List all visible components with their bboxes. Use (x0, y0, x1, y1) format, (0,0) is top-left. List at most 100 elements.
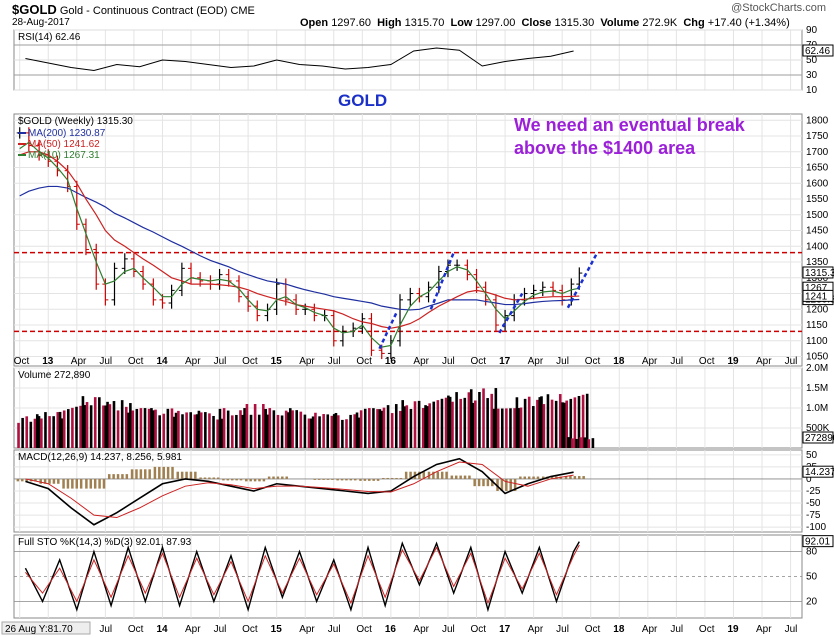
price-tick-label: 1550 (806, 194, 829, 205)
volume-bar (33, 418, 37, 448)
volume-bar (102, 405, 105, 448)
volume-bar (185, 412, 188, 448)
macd-histogram-bar (52, 478, 56, 484)
sto-line-1 (25, 544, 580, 605)
macd-line-1 (25, 461, 574, 519)
macd-histogram-bar (125, 474, 129, 479)
macd-histogram-bar (66, 478, 70, 489)
volume-bar (585, 393, 589, 448)
bottom-x-tick: Jul (670, 624, 683, 635)
macd-tick-label: 50 (806, 450, 818, 461)
volume-bar (494, 388, 498, 448)
macd-histogram-bar (267, 476, 271, 479)
macd-histogram-bar (93, 478, 97, 489)
bottom-x-tick: Oct (242, 624, 258, 635)
macd-histogram-bar (390, 477, 394, 479)
chart-title: $GOLD Gold - Continuous Contract (EOD) C… (12, 2, 255, 17)
macd-histogram-bar (148, 469, 151, 479)
macd-histogram-bar (532, 476, 535, 479)
price-x-tick: Jul (214, 356, 227, 367)
volume-bar (25, 416, 29, 448)
volume-bar (162, 413, 166, 448)
macd-histogram-bar (577, 476, 581, 479)
volume-bar (428, 403, 431, 448)
volume-bar (554, 400, 558, 448)
macd-histogram-bar (409, 471, 412, 479)
macd-histogram-bar (482, 478, 485, 487)
volume-bar (571, 438, 574, 448)
volume-bar (538, 397, 542, 448)
volume-bar (565, 400, 568, 448)
macd-histogram-bar (422, 471, 426, 479)
volume-bar (579, 437, 582, 448)
volume-bar (241, 414, 245, 448)
price-tick-label: 1650 (806, 163, 829, 174)
volume-bar (127, 412, 130, 448)
price-tick-label: 1500 (806, 210, 829, 221)
macd-histogram-bar (468, 475, 471, 479)
price-x-tick: Oct (14, 356, 30, 367)
macd-tick-label: -100 (806, 522, 826, 533)
macd-histogram-bar (203, 477, 207, 479)
volume-bar (432, 401, 436, 448)
open-value: 1297.60 (331, 17, 371, 29)
volume-bar (363, 408, 367, 448)
volume-bar (581, 394, 585, 448)
bottom-x-tick: Jul (99, 624, 112, 635)
volume-bar (500, 408, 504, 448)
volume-bar (262, 404, 265, 448)
price-x-tick: Apr (413, 356, 429, 367)
volume-bar (181, 414, 184, 448)
volume-bar (166, 408, 170, 448)
volume-bar (21, 417, 24, 448)
macd-tick-label: -75 (806, 510, 821, 521)
volume-bar (295, 410, 299, 448)
rsi-line (25, 47, 574, 72)
macd-histogram-bar (313, 478, 317, 480)
macd-histogram-bar (235, 478, 238, 481)
volume-bar (135, 408, 139, 448)
macd-histogram-bar (519, 476, 522, 479)
volume-bar (71, 407, 74, 448)
macd-histogram-bar (239, 478, 243, 481)
volume-bar (79, 405, 82, 448)
macd-histogram-bar (527, 476, 531, 479)
price-right-label: 1241 (805, 291, 828, 302)
macd-tick-label: -50 (806, 498, 821, 509)
volume-bar (106, 401, 109, 448)
price-x-tick: Apr (642, 356, 658, 367)
price-x-tick: Apr (299, 356, 315, 367)
ohlc-readout: Open 1297.60 High 1315.70 Low 1297.00 Cl… (300, 17, 790, 29)
macd-histogram-bar (43, 478, 47, 484)
macd-tick-label: 0 (806, 474, 812, 485)
macd-histogram-bar (418, 471, 421, 479)
volume-bar (311, 416, 315, 448)
volume-bar (266, 414, 269, 448)
volume-bar (143, 408, 147, 448)
volume-bar (216, 419, 219, 448)
bottom-x-tick: Jul (556, 624, 569, 635)
volume-bar (326, 414, 330, 448)
rsi-tick-label: 10 (806, 85, 818, 96)
volume-bar (67, 409, 70, 448)
price-x-tick: Jul (99, 356, 112, 367)
volume-bar (440, 398, 444, 448)
volume-bar (496, 408, 500, 448)
macd-histogram-bar (349, 478, 353, 481)
macd-histogram-bar (89, 478, 93, 489)
volume-bar (447, 395, 450, 448)
macd-histogram-bar (513, 478, 517, 491)
macd-histogram-bar (116, 474, 120, 479)
volume-bar (587, 439, 591, 448)
volume-bar (310, 418, 313, 448)
volume-bar (505, 408, 508, 448)
volume-bar (390, 413, 394, 448)
bottom-x-tick: Jul (785, 624, 798, 635)
macd-histogram-bar (285, 476, 288, 479)
volume-last-label: 272890 (805, 433, 834, 444)
volume-bar (421, 408, 425, 448)
volume-bar (353, 414, 356, 448)
macd-histogram-bar (317, 478, 321, 480)
price-x-tick: Apr (528, 356, 544, 367)
